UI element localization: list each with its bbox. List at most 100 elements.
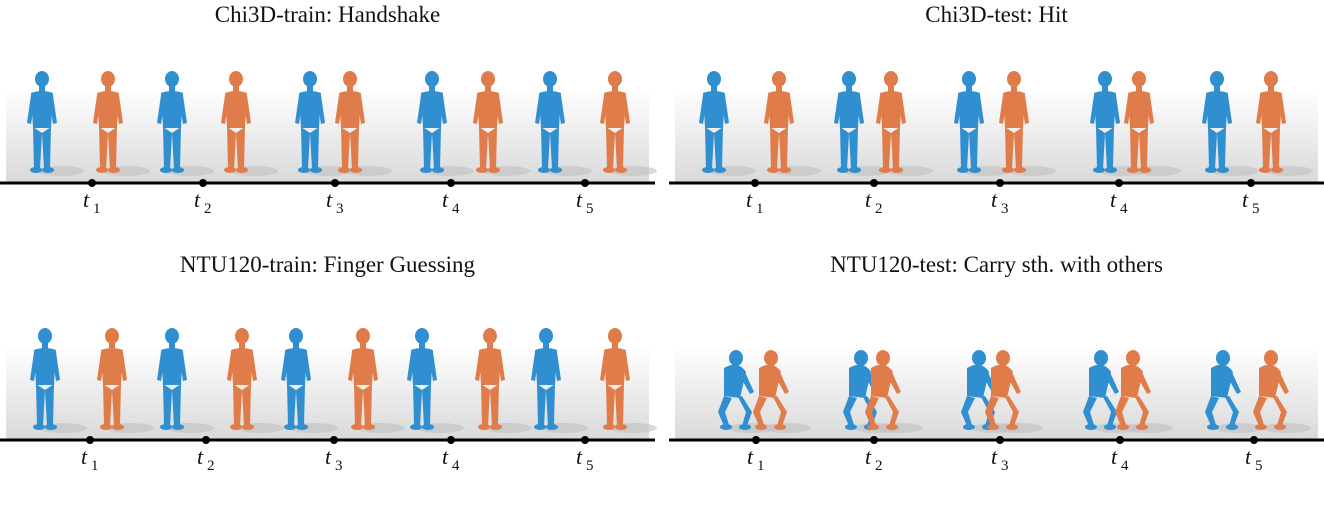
- person-orange: [600, 71, 630, 173]
- time-subscript: 1: [757, 458, 765, 474]
- pose-pair: [407, 328, 532, 433]
- person-blue: [1205, 350, 1241, 430]
- time-subscript: 3: [336, 201, 344, 217]
- time-label: t: [326, 187, 333, 212]
- time-subscript: 5: [1255, 458, 1263, 474]
- time-label: t: [865, 187, 872, 212]
- person-blue: [27, 71, 57, 173]
- timeline-tick: [202, 436, 210, 444]
- person-blue: [157, 328, 187, 430]
- timeline-tick: [1247, 179, 1255, 187]
- person-blue: [531, 328, 561, 430]
- time-subscript: 4: [1120, 201, 1128, 217]
- timeline-tick: [1116, 436, 1124, 444]
- person-orange: [227, 328, 257, 430]
- pose-pair: [961, 350, 1043, 433]
- pose-pair: [834, 71, 933, 176]
- timeline-tick: [447, 179, 455, 187]
- pose-pair: [157, 71, 278, 176]
- person-blue: [407, 328, 437, 430]
- time-subscript: 4: [1121, 458, 1129, 474]
- person-orange: [753, 350, 789, 430]
- timeline-tick: [870, 179, 878, 187]
- time-label: t: [197, 444, 204, 469]
- person-blue: [281, 328, 311, 430]
- person-blue: [535, 71, 565, 173]
- timeline-tick: [86, 436, 94, 444]
- pose-pair: [699, 71, 821, 176]
- person-orange: [764, 71, 794, 173]
- pose-pair: [535, 71, 657, 176]
- pose-pair: [1202, 71, 1313, 176]
- time-label: t: [576, 444, 583, 469]
- person-blue: [699, 71, 729, 173]
- person-blue: [30, 328, 60, 430]
- timeline-tick: [1250, 436, 1258, 444]
- panel-title: NTU120-test: Carry sth. with others: [830, 252, 1163, 277]
- person-orange: [348, 328, 378, 430]
- pose-pair: [954, 71, 1056, 176]
- time-label: t: [194, 187, 201, 212]
- pose-pair: [843, 350, 923, 433]
- timeline-tick: [752, 436, 760, 444]
- pose-pair: [718, 350, 811, 433]
- timeline-tick: [996, 179, 1004, 187]
- person-blue: [1083, 350, 1119, 430]
- time-label: t: [991, 444, 998, 469]
- pose-pair: [1090, 71, 1181, 176]
- person-orange: [93, 71, 123, 173]
- time-label: t: [1111, 444, 1118, 469]
- time-label: t: [865, 444, 872, 469]
- person-orange: [473, 71, 503, 173]
- person-orange: [1253, 350, 1289, 430]
- timeline-tick: [447, 436, 455, 444]
- time-label: t: [442, 444, 449, 469]
- timeline-tick: [1115, 179, 1123, 187]
- time-label: t: [1242, 187, 1249, 212]
- time-subscript: 3: [335, 458, 343, 474]
- person-blue: [718, 350, 754, 430]
- timeline-tick: [581, 436, 589, 444]
- time-subscript: 1: [756, 201, 764, 217]
- pose-pair: [531, 328, 657, 433]
- person-blue: [1202, 71, 1232, 173]
- time-label: t: [576, 187, 583, 212]
- panel-title: Chi3D-test: Hit: [925, 2, 1068, 27]
- timeline-tick: [870, 436, 878, 444]
- timeline-tick: [88, 179, 96, 187]
- pose-pair: [27, 71, 150, 176]
- person-orange: [1124, 71, 1154, 173]
- time-label: t: [81, 444, 88, 469]
- time-subscript: 5: [586, 458, 594, 474]
- pose-pair: [417, 71, 530, 176]
- person-orange: [1256, 71, 1286, 173]
- pose-pair: [1205, 350, 1311, 433]
- person-orange: [335, 71, 365, 173]
- person-blue: [1090, 71, 1120, 173]
- time-subscript: 2: [207, 458, 215, 474]
- time-subscript: 4: [452, 201, 460, 217]
- time-label: t: [746, 187, 753, 212]
- timeline-tick: [581, 179, 589, 187]
- timeline-tick: [331, 179, 339, 187]
- person-blue: [295, 71, 325, 173]
- time-subscript: 5: [586, 201, 594, 217]
- person-orange: [999, 71, 1029, 173]
- time-label: t: [747, 444, 754, 469]
- person-orange: [600, 328, 630, 430]
- person-orange: [865, 350, 901, 430]
- time-subscript: 4: [452, 458, 460, 474]
- time-label: t: [83, 187, 90, 212]
- panel-title: NTU120-train: Finger Guessing: [179, 252, 476, 277]
- timeline-tick: [330, 436, 338, 444]
- time-label: t: [991, 187, 998, 212]
